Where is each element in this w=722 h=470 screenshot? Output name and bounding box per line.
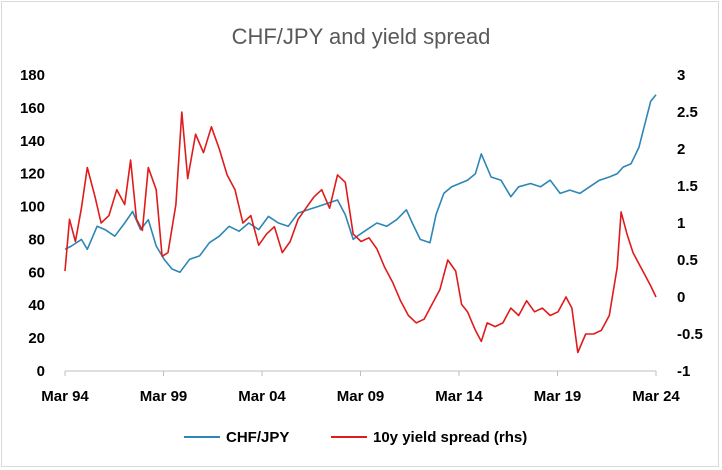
x-tick-label: Mar 94: [41, 388, 89, 405]
y-right-tick-label: 2.5: [677, 104, 698, 121]
y-right-tick-label: 1.5: [677, 178, 698, 195]
series-line-yield-spread: [64, 111, 657, 354]
x-tick-label: Mar 24: [632, 388, 680, 405]
y-left-tick-label: 80: [28, 231, 45, 248]
x-tick-label: Mar 19: [534, 388, 582, 405]
x-tick-label: Mar 14: [435, 388, 483, 405]
y-left-tick-label: 180: [20, 67, 45, 84]
y-left-tick-label: 40: [28, 297, 45, 314]
y-left-tick-label: 160: [20, 100, 45, 117]
y-right-tick-label: 0: [677, 289, 685, 306]
legend-label-chf-jpy: CHF/JPY: [226, 429, 289, 446]
series-layer: [64, 94, 657, 354]
y-left-tick-label: 120: [20, 166, 45, 183]
series-line-chf-jpy: [64, 94, 657, 274]
y-left-tick-label: 0: [37, 363, 45, 380]
y-right-tick-label: -0.5: [677, 326, 703, 343]
y-left-tick-label: 100: [20, 199, 45, 216]
y-left-tick-label: 60: [28, 264, 45, 281]
y-right-tick-label: 0.5: [677, 252, 698, 269]
legend-label-yield-spread: 10y yield spread (rhs): [373, 429, 527, 446]
legend: CHF/JPY 10y yield spread (rhs): [184, 429, 527, 446]
y-right-tick-label: 2: [677, 141, 685, 158]
x-tick-label: Mar 04: [238, 388, 286, 405]
y-right-tick-label: 3: [677, 67, 685, 84]
axes: 0 20 40 60 80 100 120 140 160 180 -1 -0.5 0 0.5 1 1.5 2 2…: [20, 67, 703, 405]
x-tick-label: Mar 09: [337, 388, 385, 405]
x-tick-label: Mar 99: [140, 388, 188, 405]
y-left-tick-label: 140: [20, 133, 45, 150]
y-right-tick-label: -1: [677, 363, 690, 380]
y-right-tick-label: 1: [677, 215, 685, 232]
chart-title: CHF/JPY and yield spread: [232, 24, 491, 49]
y-left-tick-label: 20: [28, 330, 45, 347]
